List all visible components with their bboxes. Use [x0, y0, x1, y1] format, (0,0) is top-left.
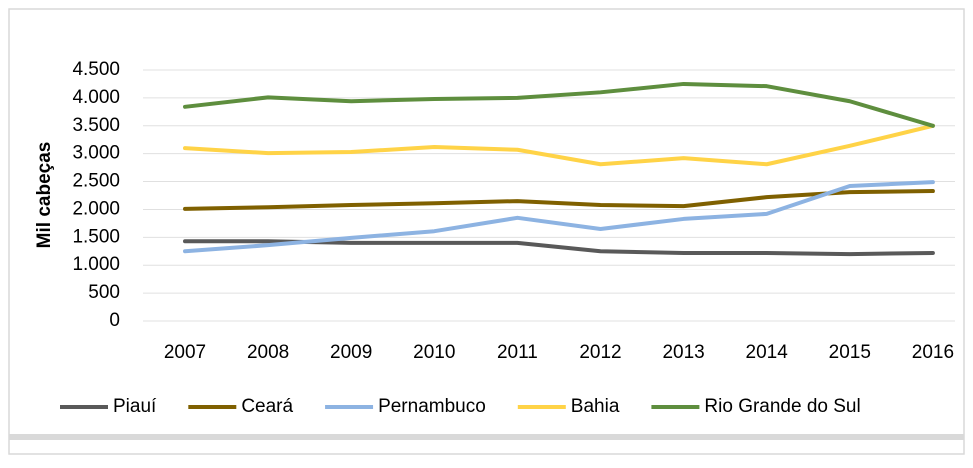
decor-band	[9, 434, 964, 440]
x-tick-label: 2008	[247, 342, 289, 363]
x-tick-label: 2010	[413, 342, 455, 363]
legend-label: Piauí	[113, 396, 157, 417]
line-series	[183, 180, 935, 254]
chart-frame	[8, 8, 965, 455]
legend-label: Ceará	[241, 396, 293, 417]
x-tick-label: 2013	[662, 342, 704, 363]
y-tick-label: 1.500	[72, 226, 120, 247]
y-tick-label: 4.000	[72, 87, 120, 108]
y-tick-label: 3.000	[72, 143, 120, 164]
x-tick-label: 2009	[330, 342, 372, 363]
line-series	[183, 81, 935, 128]
y-tick-label: 500	[88, 282, 120, 303]
y-axis-label: Mil cabeças	[34, 142, 55, 249]
x-tick-label: 2014	[746, 342, 789, 363]
y-tick-label: 3.500	[72, 115, 120, 136]
y-tick-label: 1.000	[72, 254, 120, 275]
x-tick-label: 2007	[164, 342, 206, 363]
x-tick-label: 2012	[579, 342, 621, 363]
legend-label: Bahia	[571, 396, 620, 417]
line-series	[183, 123, 935, 167]
legend-label: Pernambuco	[378, 396, 486, 417]
y-tick-label: 2.000	[72, 198, 120, 219]
line-series	[183, 189, 935, 211]
legend-label: Rio Grande do Sul	[704, 396, 860, 417]
x-tick-label: 2015	[829, 342, 871, 363]
y-tick-label: 4.500	[72, 59, 120, 80]
y-tick-label: 0	[109, 310, 120, 331]
x-tick-label: 2016	[912, 342, 954, 363]
y-tick-label: 2.500	[72, 171, 120, 192]
x-tick-label: 2011	[497, 342, 538, 363]
